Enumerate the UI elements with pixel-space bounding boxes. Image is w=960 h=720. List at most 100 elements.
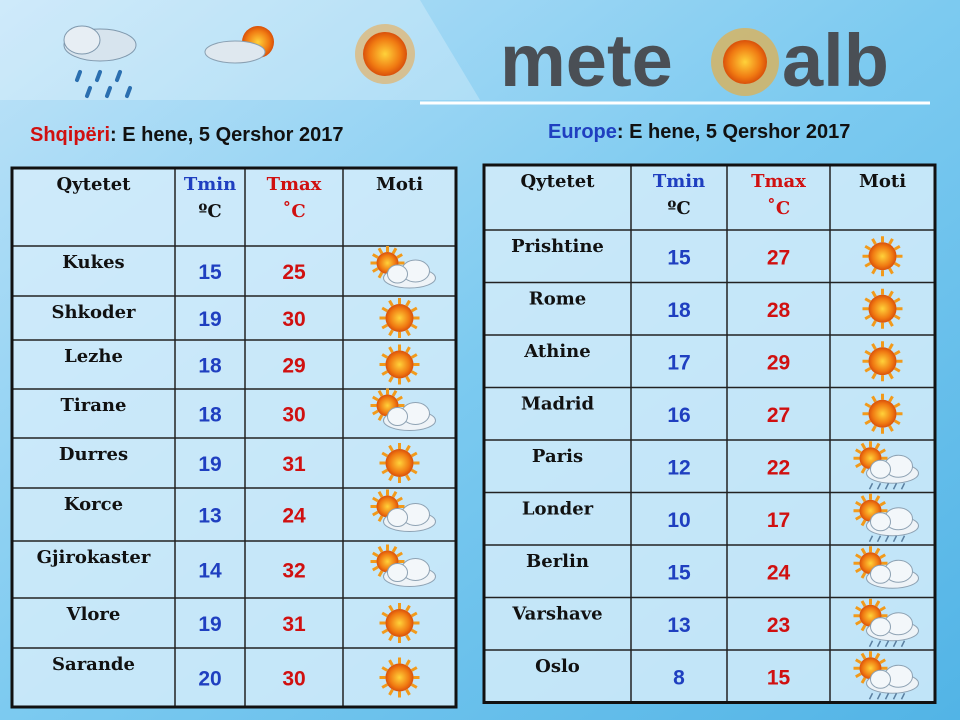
sun-ray [855, 500, 862, 507]
sun-disc [385, 663, 414, 692]
city: Tirane [61, 395, 127, 416]
sun-ray [860, 600, 867, 607]
sun-ray [377, 414, 384, 421]
rain-drop [884, 692, 890, 700]
weather-icon [853, 493, 919, 543]
sun-ray [855, 448, 862, 455]
tmax: 17 [767, 509, 790, 532]
sun-ray [391, 491, 398, 498]
weather-icon [379, 298, 420, 338]
rain-drop [876, 640, 882, 648]
sun-ray [860, 677, 867, 684]
sun-ray [405, 329, 411, 337]
tmin: 8 [673, 666, 685, 689]
header-tmin-unit: ºC [198, 201, 221, 222]
sun-ray [888, 372, 894, 380]
tmax: 32 [282, 560, 305, 583]
sun-ray [855, 514, 862, 521]
deco-sun-cloud [204, 26, 274, 64]
sun-ray [874, 442, 881, 450]
tmin: 16 [667, 404, 690, 427]
city: Paris [532, 446, 583, 467]
rain-drop [900, 640, 906, 648]
sun-ray [405, 604, 411, 612]
header-weather: Moti [859, 171, 906, 192]
rain-drop [892, 640, 898, 648]
sun-ray [381, 468, 389, 475]
sun-ray [855, 605, 862, 612]
sun-ray [855, 658, 862, 665]
rain-drop [900, 482, 906, 490]
sun-ray [879, 448, 886, 455]
sun-ray [874, 495, 881, 502]
sun-ray [372, 395, 379, 402]
deco-rain-cloud [63, 25, 137, 98]
sun-ray [410, 628, 418, 635]
header-city: Qytetet [521, 171, 596, 192]
sun-ray [860, 519, 867, 527]
sun-ray [874, 547, 881, 555]
sun-ray [893, 314, 901, 321]
sun-ray [405, 634, 411, 642]
sun-ray [388, 634, 394, 642]
sun-ray [388, 444, 394, 452]
sun-ray [860, 572, 867, 579]
tmax: 25 [282, 261, 306, 284]
sun-ray [405, 659, 411, 667]
sun-ray [388, 329, 394, 337]
sun-disc [385, 350, 414, 379]
weather-icon [379, 344, 420, 385]
sun-ray [864, 261, 872, 268]
tmax: 28 [767, 299, 791, 322]
city: Kukes [62, 252, 124, 273]
sun-ray [879, 605, 886, 612]
sun-ray [871, 290, 877, 298]
sun-ray [377, 570, 384, 577]
sun-ray [855, 462, 862, 469]
weather-icon [379, 657, 420, 698]
sun-ray [377, 491, 384, 498]
tmax: 24 [767, 561, 791, 584]
weather-icon [862, 288, 903, 329]
city: Londer [522, 499, 594, 520]
weather-icon [370, 388, 436, 431]
weather-icon [370, 246, 436, 289]
tmax: 29 [282, 355, 305, 378]
sun-ray [405, 444, 411, 452]
sun-ray [871, 238, 877, 245]
weather-icon [370, 489, 436, 532]
header-tmin-unit: ºC [667, 198, 690, 219]
sun-ray [864, 402, 872, 409]
table-border [482, 163, 937, 704]
sun-ray [381, 683, 389, 689]
city: Lezhe [64, 346, 123, 367]
sun-ray [381, 451, 389, 458]
cloud-part [870, 459, 891, 479]
weather-icon [853, 546, 919, 589]
sun-ray [888, 320, 894, 327]
city: Varshave [511, 604, 602, 625]
tmax: 30 [282, 404, 305, 427]
rain-drop [892, 692, 898, 700]
sun-ray [388, 346, 394, 354]
rain-drop [892, 535, 898, 543]
sun-ray [372, 496, 379, 503]
table-bg [484, 165, 935, 703]
sun-ray [864, 244, 872, 251]
tmax: 27 [767, 404, 790, 427]
header-tmin: Tmin [184, 174, 236, 195]
sun-ray [381, 306, 389, 313]
table-border [10, 166, 458, 709]
sun-ray [879, 553, 886, 560]
tmin: 19 [198, 453, 221, 476]
sun-ray [377, 390, 384, 397]
sun-disc [385, 609, 414, 637]
tmin: 19 [198, 613, 221, 636]
rain-drop [884, 535, 890, 543]
sun-ray [855, 672, 862, 679]
tmin: 12 [667, 456, 690, 479]
sun-ray [871, 320, 877, 327]
sun-ray [410, 370, 418, 376]
sun-ray [864, 366, 872, 373]
sun-ray [396, 551, 403, 558]
